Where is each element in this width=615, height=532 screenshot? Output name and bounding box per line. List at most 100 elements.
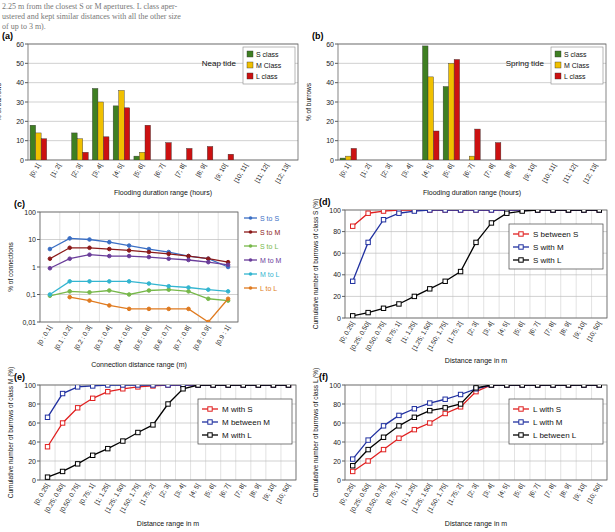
point [226,297,230,301]
point [474,210,478,212]
x-tick-label: [1.50; 1.75[ [426,482,449,514]
x-tick-label: [0.50; 0.75[ [58,482,81,514]
y-grid [28,102,298,103]
point [428,210,432,212]
x-tick-label: [0.2 : 0.3[ [73,324,94,352]
bar [181,160,187,161]
legend-swatch [555,62,561,68]
point [151,385,155,387]
y-tick-label: 60 [333,250,341,257]
point [226,385,230,387]
bar [505,160,510,161]
point [60,469,64,473]
y-tick-label: 0 [32,477,36,484]
point [68,246,72,250]
point [147,289,151,293]
x-tick-label: [3; 4[ [173,482,187,499]
plot-area [338,44,606,160]
bar [546,160,551,161]
bar [572,160,577,161]
point [535,210,539,212]
point [226,385,230,387]
point [88,253,92,257]
y-tick-label: 20 [16,118,24,125]
point [88,280,92,284]
y-tick [37,442,40,443]
legend-marker [249,258,253,262]
point [489,385,493,387]
point [211,385,215,387]
y-grid [345,461,607,462]
bar [217,160,223,161]
point [75,406,79,410]
x-tick-label: [3; 4[ [481,320,495,337]
point [505,211,509,215]
x-tick-label: [1.75; 2[ [446,482,465,507]
y-tick [335,63,338,64]
y-tick-label: 10 [16,137,24,144]
x-grid [375,210,376,318]
y-tick [37,423,40,424]
point [196,385,200,387]
x-axis-title: Distance range in m [445,520,507,528]
legend-marker [208,420,212,424]
x-grid [483,210,484,318]
point [412,210,416,213]
point [520,385,524,387]
point [45,445,49,449]
x-tick-label: [0.8 : 0.9[ [192,324,213,352]
point [108,304,112,308]
point [366,459,370,463]
x-tick-label: [0; 1[ [338,162,352,179]
point [381,306,385,310]
point [45,415,49,419]
point [381,447,385,451]
x-tick-label: [11; 12[ [561,162,579,185]
point [60,391,64,395]
y-tick [342,385,345,386]
y-grid [28,121,298,122]
bar [495,143,500,160]
x-axis-title: Flooding duration range (hours) [423,189,521,197]
point [207,260,211,264]
y-tick-label: 20 [326,118,334,125]
bar [526,160,531,161]
point [91,396,95,400]
y-tick-label: 40 [16,79,24,86]
x-tick-label: [1; 2[ [49,162,63,179]
x-tick-label: [8; 9[ [194,162,208,179]
point [412,427,416,431]
point [167,284,171,288]
point [286,385,290,387]
x-tick-label: [0; 1[ [28,162,42,179]
point [489,210,493,212]
bar [578,160,583,161]
bar [454,59,459,160]
panel-label: (b) [312,31,324,41]
y-tick [335,121,338,122]
bar [469,156,474,160]
y-tick [37,294,40,295]
x-grid [55,385,56,480]
legend-marker [249,244,253,248]
x-grid [483,385,484,480]
point [566,210,570,212]
x-tick-label: [6; 7[ [527,320,541,337]
point [187,290,191,294]
x-tick-label: [5; 6[ [441,162,455,179]
x-tick-label: [2; 3[ [466,482,480,499]
caption-line: ustered and kept similar distances with … [2,12,181,21]
y-tick-label: 80 [28,401,36,408]
bar [593,160,598,161]
point [428,210,432,212]
x-tick-label: [0.50; 0.75[ [364,482,387,514]
bar [145,125,151,160]
y-tick-label: 20 [333,293,341,300]
x-grid [499,210,500,318]
x-grid [145,385,146,480]
bar [387,160,392,161]
point [582,385,586,387]
point [68,280,72,284]
point [366,438,370,442]
point [381,435,385,439]
